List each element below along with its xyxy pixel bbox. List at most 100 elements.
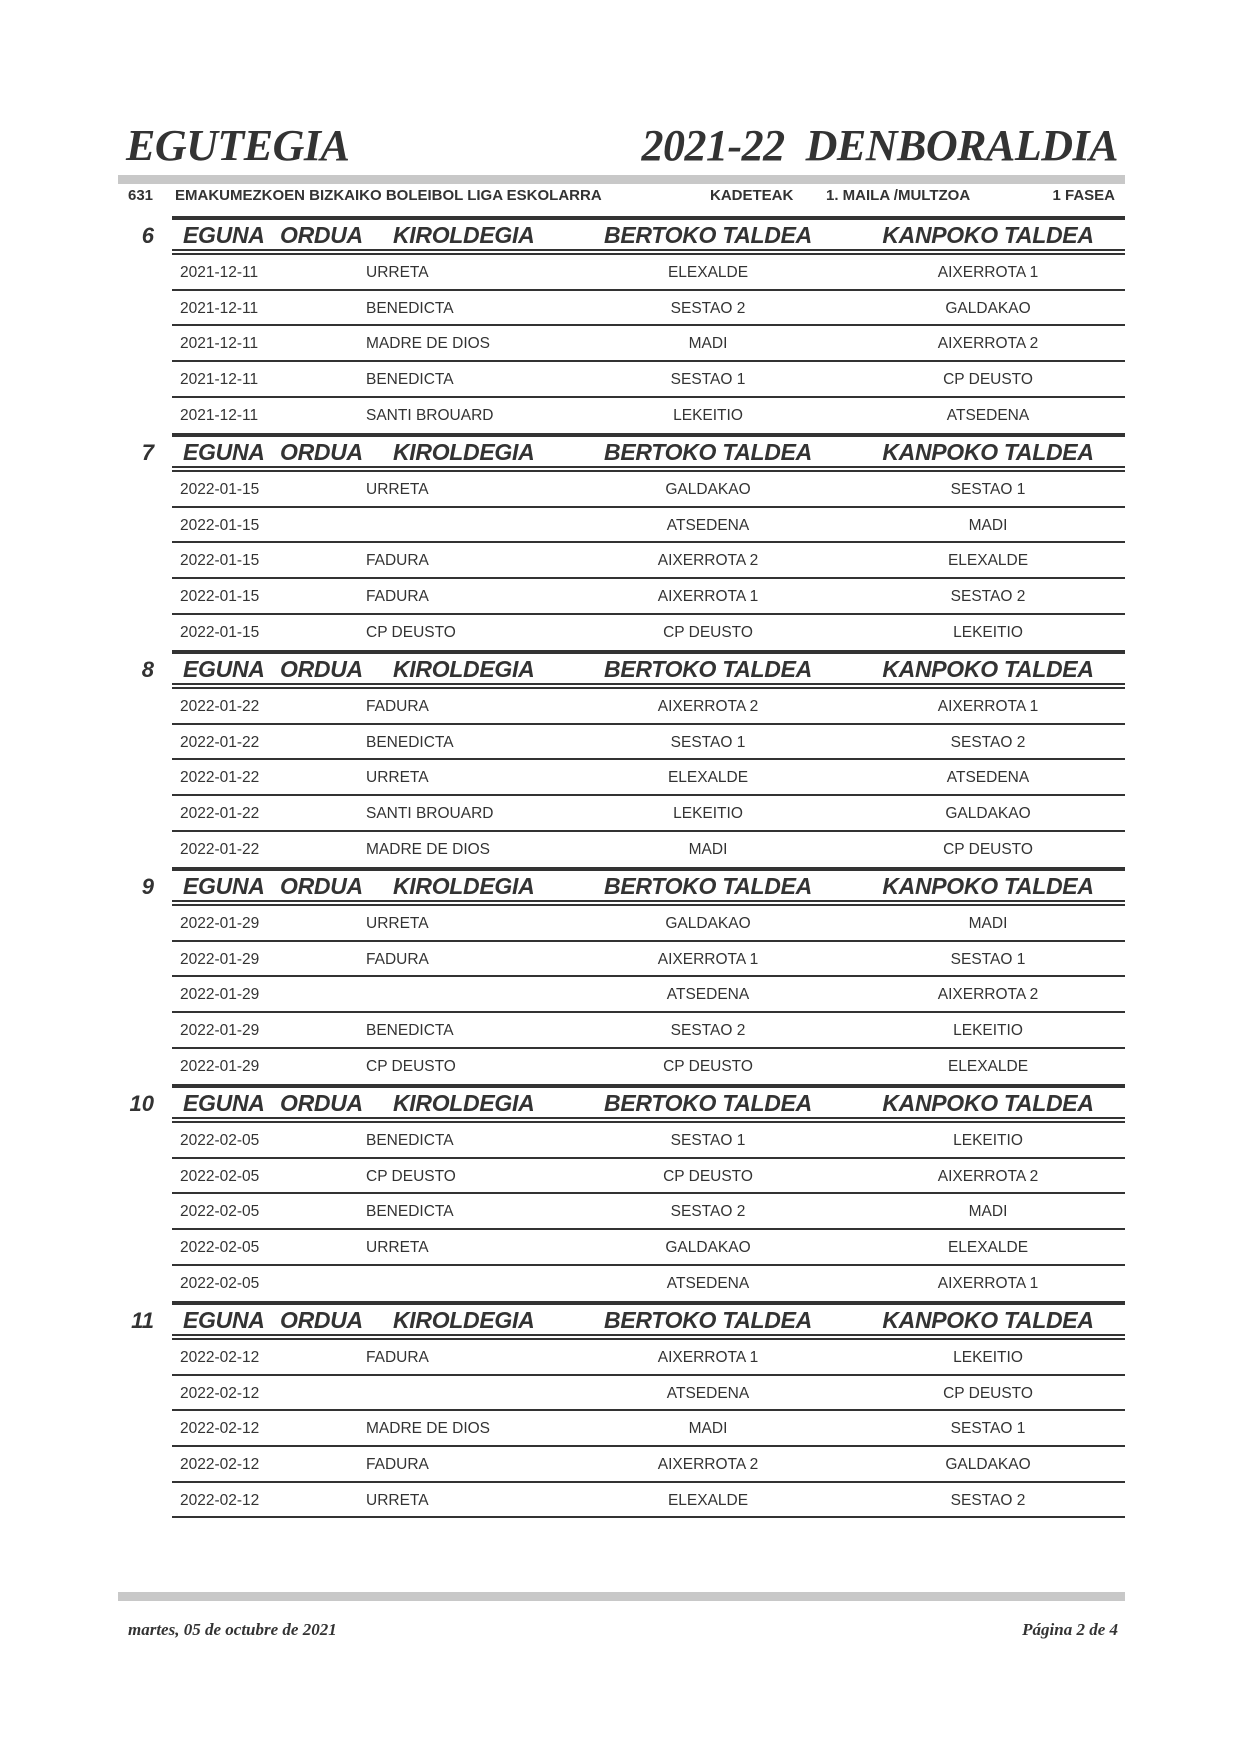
round-divider [172, 867, 1125, 871]
match-date: 2022-01-15 [180, 481, 260, 498]
away-team: SESTAO 1 [950, 1420, 1026, 1438]
header-line [172, 466, 1125, 468]
away-team: ATSEDENA [946, 769, 1030, 787]
home-team: ATSEDENA [666, 1384, 750, 1402]
row-divider [172, 1228, 1125, 1231]
round-divider [172, 216, 1125, 220]
home-team: GALDAKAO [665, 915, 751, 932]
table-row: 2022-02-12 MADRE DE DIOS MADI SESTAO 1 [172, 1411, 1125, 1448]
header-home: BERTOKO TALDEA [604, 873, 812, 899]
header-home: BERTOKO TALDEA [604, 439, 812, 465]
row-divider [172, 395, 1125, 398]
match-date: 2021-12-11 [180, 264, 259, 281]
row-divider [172, 612, 1125, 615]
header-day: EGUNA [183, 222, 265, 248]
home-team: AIXERROTA 2 [657, 552, 759, 570]
header-venue: KIROLDEGIA [393, 1090, 535, 1116]
table-row: 2022-01-22 URRETA ELEXALDE ATSEDENA [172, 760, 1125, 797]
league-name: EMAKUMEZKOEN BIZKAIKO BOLEIBOL LIGA ESKO… [175, 187, 602, 204]
table-row: 2022-01-15 FADURA AIXERROTA 1 SESTAO 2 [172, 579, 1125, 615]
page-number: Página 2 de 4 [1022, 1620, 1118, 1639]
header-away: KANPOKO TALDEA [882, 1090, 1094, 1116]
away-team: AIXERROTA 1 [937, 698, 1039, 715]
match-date: 2021-12-11 [180, 406, 259, 424]
away-team: ELEXALDE [947, 552, 1029, 570]
row-divider [172, 1156, 1125, 1159]
match-date: 2021-12-11 [180, 335, 259, 353]
match-venue: BENEDICTA [366, 1132, 454, 1149]
header-venue: KIROLDEGIA [393, 222, 535, 248]
round-section: 8 EGUNA ORDUA KIROLDEGIA BERTOKO TALDEA KANPO… [0, 650, 1240, 867]
away-team: SESTAO 1 [950, 481, 1026, 498]
home-team: LEKEITIO [673, 805, 743, 823]
away-team: CP DEUSTO [943, 1384, 1033, 1402]
home-team: LEKEITIO [673, 406, 743, 424]
category: KADETEAK [710, 187, 794, 204]
match-venue: SANTI BROUARD [366, 805, 494, 823]
header-venue: KIROLDEGIA [393, 873, 535, 899]
row-divider [172, 794, 1125, 797]
table-row: 2022-02-12 FADURA AIXERROTA 1 LEKEITIO [172, 1340, 1125, 1376]
home-team: ELEXALDE [667, 264, 749, 281]
match-date: 2022-02-12 [180, 1349, 260, 1366]
away-team: AIXERROTA 1 [937, 264, 1039, 281]
footer-date: martes, 05 de octubre de 2021 [128, 1620, 337, 1639]
match-venue: URRETA [366, 915, 429, 932]
match-date: 2022-01-15 [180, 588, 260, 606]
bottom-divider [118, 1592, 1125, 1601]
round-number: 6 [141, 223, 154, 248]
home-team: AIXERROTA 2 [657, 1456, 759, 1474]
row-divider [172, 975, 1125, 978]
home-team: MADI [688, 1420, 728, 1438]
match-date: 2022-01-29 [180, 915, 260, 932]
table-row: 2022-01-22 BENEDICTA SESTAO 1 SESTAO 2 [172, 725, 1125, 761]
header-away: KANPOKO TALDEA [882, 656, 1094, 682]
match-date: 2022-01-15 [180, 516, 260, 534]
match-venue: CP DEUSTO [366, 1167, 456, 1185]
table-row: 2022-01-15 FADURA AIXERROTA 2 ELEXALDE [172, 543, 1125, 580]
table-row: 2022-01-29 ATSEDENA AIXERROTA 2 [172, 977, 1125, 1014]
match-date: 2022-02-12 [180, 1384, 260, 1402]
match-venue: MADRE DE DIOS [366, 335, 491, 353]
home-team: ATSEDENA [666, 986, 750, 1004]
home-team: AIXERROTA 1 [657, 1349, 759, 1366]
away-team: CP DEUSTO [943, 840, 1033, 858]
header-home: BERTOKO TALDEA [604, 1090, 812, 1116]
header-line [172, 1338, 1125, 1340]
match-venue: BENEDICTA [366, 733, 454, 751]
table-row: 2022-01-15 ATSEDENA MADI [172, 508, 1125, 544]
away-team: GALDAKAO [945, 805, 1031, 823]
match-venue: FADURA [366, 1456, 429, 1474]
match-date: 2022-02-05 [180, 1167, 260, 1185]
row-divider [172, 1516, 1125, 1519]
match-date: 2022-01-22 [180, 698, 260, 715]
table-row: 2021-12-11 SANTI BROUARD LEKEITIO ATSEDENA [172, 398, 1125, 434]
row-divider [172, 722, 1125, 725]
away-team: AIXERROTA 1 [937, 1274, 1039, 1292]
round-divider [172, 1301, 1125, 1305]
home-team: SESTAO 2 [670, 1022, 746, 1040]
header-venue: KIROLDEGIA [393, 439, 535, 465]
header-venue: KIROLDEGIA [393, 656, 535, 682]
match-date: 2022-01-29 [180, 1022, 260, 1040]
header-day: EGUNA [183, 1307, 265, 1333]
table-row: 2022-01-29 BENEDICTA SESTAO 2 LEKEITIO [172, 1013, 1125, 1049]
header-away: KANPOKO TALDEA [882, 222, 1094, 248]
header-day: EGUNA [183, 1090, 265, 1116]
round-divider [172, 1084, 1125, 1088]
header-line [172, 249, 1125, 251]
match-date: 2022-02-05 [180, 1203, 260, 1221]
season-title: 2021-22 DENBORALDIA [641, 121, 1119, 170]
away-team: CP DEUSTO [943, 371, 1033, 389]
row-divider [172, 829, 1125, 832]
home-team: AIXERROTA 2 [657, 698, 759, 715]
home-team: ATSEDENA [666, 1274, 750, 1292]
match-date: 2022-02-05 [180, 1239, 260, 1257]
table-row: 2021-12-11 MADRE DE DIOS MADI AIXERROTA 2 [172, 326, 1125, 363]
round-section: 10 EGUNA ORDUA KIROLDEGIA BERTOKO TALDEA KANP… [0, 1084, 1240, 1301]
home-team: AIXERROTA 1 [657, 950, 759, 968]
table-row: 2022-01-22 SANTI BROUARD LEKEITIO GALDAKAO [172, 796, 1125, 832]
round-section: 7 EGUNA ORDUA KIROLDEGIA BERTOKO TALDEA KANPO… [0, 433, 1240, 650]
table-row: 2022-02-05 URRETA GALDAKAO ELEXALDE [172, 1230, 1125, 1266]
row-divider [172, 360, 1125, 363]
